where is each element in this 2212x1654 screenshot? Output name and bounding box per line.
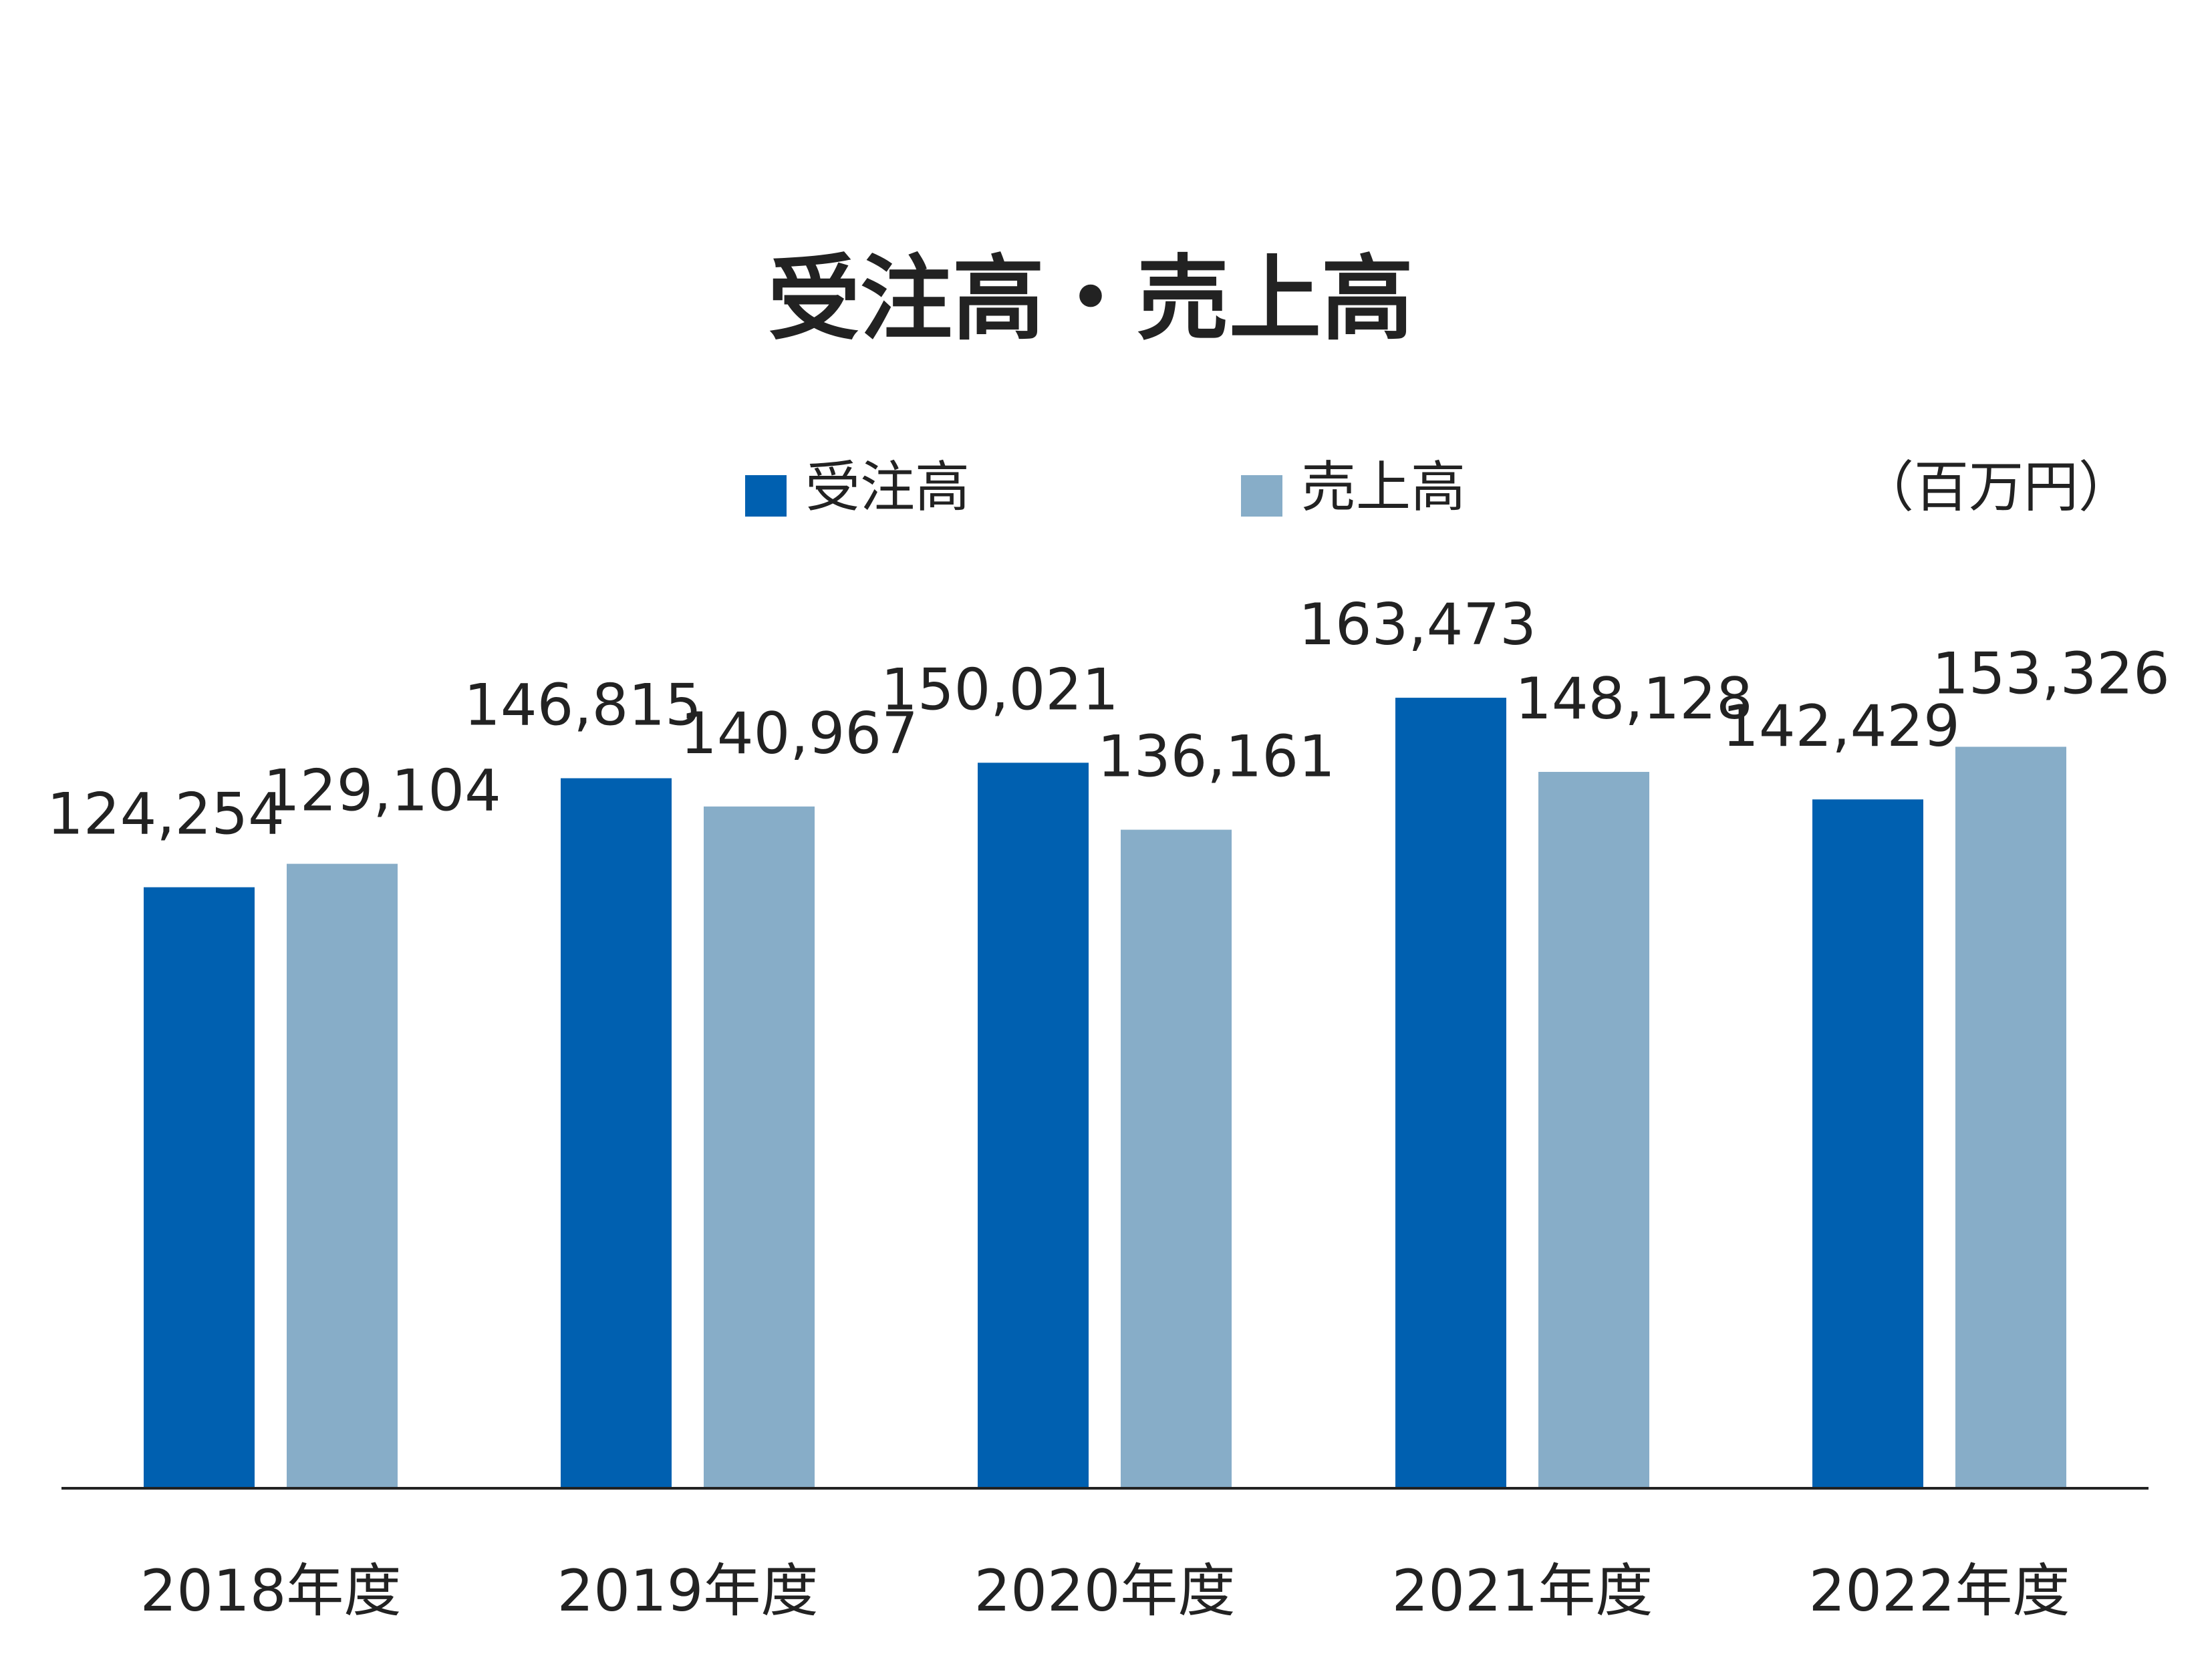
value-label-orders-2022: 142,429: [1722, 693, 1960, 760]
value-label-sales-2020: 136,161: [1097, 724, 1335, 791]
legend-swatch-sales: [1241, 475, 1282, 517]
x-tick-label-2020: 2020年度: [974, 1558, 1236, 1625]
value-label-sales-2019: 140,967: [680, 700, 918, 767]
value-label-orders-2020: 150,021: [881, 656, 1119, 723]
value-label-sales-2022: 153,326: [1932, 640, 2170, 707]
value-label-orders-2018: 124,254: [47, 781, 285, 848]
bar-sales-2022: [1955, 746, 2066, 1488]
value-label-sales-2018: 129,104: [263, 758, 501, 825]
bar-sales-2018: [287, 863, 398, 1488]
unit-label: （百万円）: [1859, 456, 2133, 519]
bar-orders-2018: [144, 887, 255, 1488]
bar-orders-2019: [561, 778, 672, 1488]
value-label-sales-2021: 148,128: [1515, 666, 1753, 732]
bar-sales-2021: [1538, 772, 1649, 1488]
bar-sales-2019: [704, 806, 815, 1488]
x-tick-label-2021: 2021年度: [1392, 1558, 1653, 1625]
bars-layer: [144, 698, 2066, 1488]
value-label-orders-2019: 146,815: [464, 672, 702, 739]
bar-orders-2021: [1395, 698, 1506, 1488]
bar-orders-2020: [978, 763, 1089, 1488]
legend-swatch-orders: [745, 475, 787, 517]
x-tick-label-2019: 2019年度: [557, 1558, 819, 1625]
legend-label-sales: 売上高: [1301, 456, 1466, 519]
legend-label-orders: 受注高: [805, 456, 970, 519]
x-axis-ticks-layer: 2018年度 2019年度 2020年度 2021年度 2022年度: [140, 1558, 2070, 1625]
value-label-orders-2021: 163,473: [1298, 591, 1536, 658]
x-tick-label-2018: 2018年度: [140, 1558, 402, 1625]
chart-title: 受注高・売上高: [768, 245, 1413, 353]
x-tick-label-2022: 2022年度: [1809, 1558, 2070, 1625]
bar-sales-2020: [1121, 829, 1232, 1488]
bar-orders-2022: [1812, 799, 1923, 1488]
